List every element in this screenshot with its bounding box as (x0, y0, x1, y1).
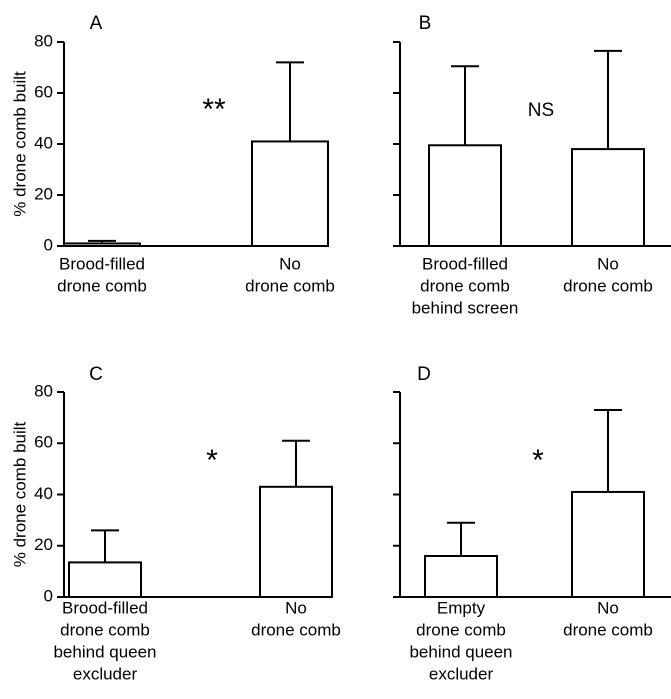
panel-a-bar (63, 242, 141, 247)
panel-a-category-label: Brood-filled (59, 254, 145, 273)
panel-d-category-label: drone comb (416, 620, 506, 639)
panel-d-category-label: drone comb (563, 620, 653, 639)
panel-d-category-label: No (597, 598, 619, 617)
panel-d-bar (571, 490, 645, 598)
panel-b-category-label: drone comb (420, 276, 510, 295)
panel-d-category-label: Empty (437, 598, 486, 617)
panel-c-y-tick-label: 40 (34, 484, 53, 503)
panel-c-y-tick-label: 60 (34, 433, 53, 452)
panel-d-bar (424, 555, 498, 598)
panel-b-label: B (419, 13, 432, 34)
panel-a-y-tick-label: 80 (34, 31, 53, 50)
panel-c-category-label: drone comb (251, 620, 341, 639)
panel-a-y-tick-label: 0 (44, 235, 53, 254)
panel-b-category-label: behind screen (412, 298, 519, 317)
panel-d-category-label: excluder (429, 664, 494, 683)
panel-c-category-label: Brood-filled (62, 598, 148, 617)
panel-a-bar (251, 140, 329, 247)
panel-a-category-label: drone comb (57, 276, 147, 295)
panel-c-y-axis-title: % drone comb built (10, 421, 29, 567)
panel-b-category-label: Brood-filled (422, 254, 508, 273)
panel-c-y-tick-label: 0 (44, 586, 53, 605)
panel-c-category-label: behind queen (53, 642, 156, 661)
panel-a-category-label: drone comb (245, 276, 335, 295)
panel-c-label: C (89, 364, 103, 385)
panel-d-label: D (417, 364, 431, 385)
panel-b-bar (571, 148, 645, 248)
panel-c-category-label: excluder (73, 664, 138, 683)
panel-a-y-axis-title: % drone comb built (10, 71, 29, 217)
panel-a-category-label: No (279, 254, 301, 273)
panel-d-significance: * (532, 444, 544, 477)
panel-a-significance: ** (202, 93, 226, 126)
panel-a-y-tick-label: 40 (34, 133, 53, 152)
panel-a-label: A (90, 13, 103, 34)
panel-c-category-label: No (285, 598, 307, 617)
panel-c-significance: * (206, 444, 218, 477)
panel-a-y-tick-label: 20 (34, 184, 53, 203)
panel-b-category-label: drone comb (563, 276, 653, 295)
panel-c-y-tick-label: 80 (34, 381, 53, 400)
panel-b-bar (428, 144, 502, 247)
panel-b-category-label: No (597, 254, 619, 273)
panel-c-bar (259, 485, 333, 598)
panel-a-y-tick-label: 60 (34, 82, 53, 101)
panel-c-category-label: drone comb (60, 620, 150, 639)
panel-c-y-tick-label: 20 (34, 535, 53, 554)
panel-d-category-label: behind queen (409, 642, 512, 661)
panel-c-bar (68, 561, 142, 598)
panel-b-significance: NS (528, 100, 554, 121)
